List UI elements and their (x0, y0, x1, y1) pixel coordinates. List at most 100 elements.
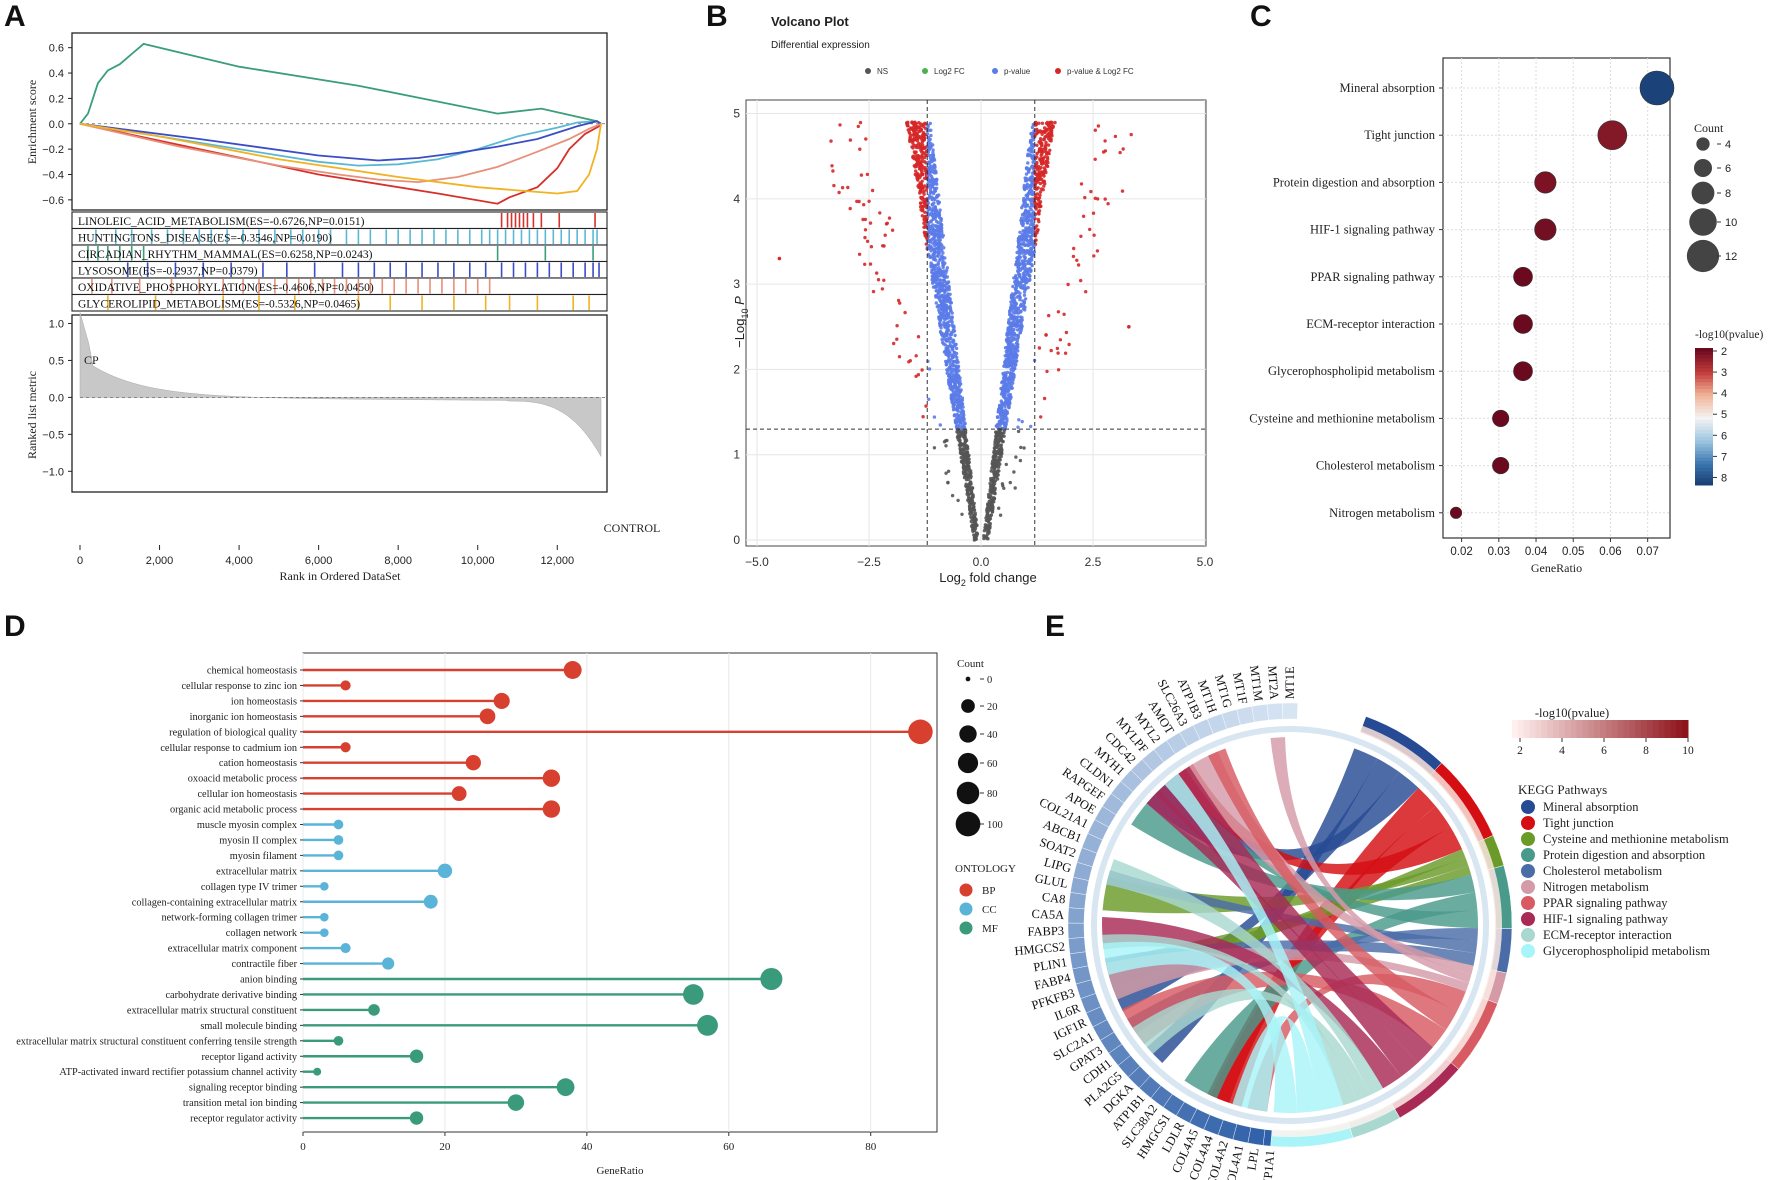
volcano-point (1034, 207, 1038, 211)
volcano-point (1030, 232, 1035, 237)
volcano-point (948, 351, 952, 355)
kegg-chord-panel: CYP1A1LPLCOL4A1COL4A2COL4A4COL4A5LDLRHMG… (1014, 664, 1729, 1180)
colorbar-segment (1695, 406, 1713, 411)
volcano-point (1023, 273, 1028, 277)
volcano-point (992, 472, 997, 476)
pathway-inner-band (1445, 997, 1489, 1063)
volcano-point (1005, 333, 1009, 337)
volcano-point (955, 424, 959, 428)
volcano-point (924, 404, 928, 408)
volcano-point (951, 355, 955, 360)
colorbar-segment (1695, 461, 1713, 465)
colorbar-segment (1695, 426, 1713, 431)
volcano-point (993, 465, 997, 470)
chord-colorbar-segment (1658, 720, 1666, 738)
gsea-panel: 0.6 0.4 0.2 0.0 −0.2 −0.4 −0.6 Enrichment score… (25, 32, 660, 583)
volcano-point (958, 451, 963, 455)
volcano-point (967, 457, 971, 461)
volcano-point (919, 160, 923, 164)
volcano-point (1081, 214, 1086, 218)
volcano-point (1014, 347, 1019, 351)
volcano-point (989, 499, 994, 503)
volcano-point (910, 121, 914, 125)
volcano-point (948, 306, 953, 310)
volcano-point (1030, 239, 1034, 243)
volcano-point (920, 179, 924, 183)
volcano-point (1093, 196, 1098, 200)
chord-colorbar-segment (1558, 720, 1566, 738)
volcano-point (1040, 121, 1045, 126)
volcano-point (1003, 383, 1007, 387)
volcano-point (936, 220, 940, 225)
count-legend-label: 40 (987, 730, 998, 741)
volcano-point (988, 514, 993, 518)
volcano-point (998, 421, 1002, 426)
volcano-point (950, 346, 955, 350)
volcano-point (1013, 275, 1018, 279)
category-label: ion homeostasis (231, 696, 297, 707)
category-label: extracellular matrix structural constitu… (16, 1036, 298, 1047)
size-legend-dot (1691, 181, 1715, 205)
volcano-point (1016, 259, 1020, 263)
volcano-point (929, 144, 933, 149)
volcano-point (1120, 189, 1125, 193)
chord-colorbar-segment (1664, 720, 1671, 738)
category-label: Cysteine and methionine metabolism (1249, 411, 1435, 425)
volcano-point (914, 354, 918, 358)
volcano-point (897, 355, 902, 359)
volcano-point (943, 261, 947, 265)
x-tick-label: 8,000 (384, 555, 412, 567)
volcano-point (957, 394, 961, 398)
volcano-point (1035, 143, 1039, 147)
volcano-point (920, 214, 925, 218)
volcano-point (1067, 342, 1071, 347)
volcano-point (858, 147, 862, 151)
volcano-point (949, 332, 953, 336)
volcano-point (993, 457, 997, 461)
volcano-point (1044, 333, 1048, 337)
chord-colorbar-segment (1517, 720, 1525, 738)
volcano-point (970, 495, 974, 500)
kegg-dot (1513, 361, 1533, 382)
volcano-point (998, 430, 1002, 434)
es-curve (79, 120, 602, 162)
volcano-point (1001, 417, 1006, 421)
volcano-point (1037, 202, 1042, 206)
volcano-point (1036, 131, 1040, 135)
volcano-point (1048, 148, 1052, 152)
lollipop-head (493, 692, 510, 709)
volcano-point (926, 359, 930, 363)
x-axis-title: GeneRatio (1531, 561, 1582, 575)
volcano-point (952, 339, 956, 343)
volcano-point (999, 386, 1003, 391)
volcano-point (940, 302, 944, 306)
chord-colorbar-segment (1523, 720, 1531, 738)
x-tick-label: 12,000 (540, 555, 574, 567)
lollipop-head (409, 1049, 424, 1063)
volcano-point (1008, 322, 1012, 326)
volcano-point (999, 413, 1003, 417)
volcano-point (1034, 186, 1038, 190)
count-legend-dot (961, 699, 975, 713)
category-label: network-forming collagen trimer (161, 913, 297, 924)
gene-label: MT1E (1283, 666, 1297, 699)
volcano-point (1079, 182, 1084, 186)
volcano-point (918, 189, 923, 193)
es-curve (79, 42, 602, 125)
volcano-point (863, 262, 867, 266)
y-tick-label: −0.2 (42, 144, 64, 156)
volcano-point (1030, 125, 1035, 130)
volcano-point (1007, 383, 1011, 388)
volcano-point (1046, 164, 1050, 169)
volcano-point (917, 167, 922, 171)
volcano-point (1029, 212, 1034, 216)
volcano-point (950, 311, 954, 315)
count-legend-title: Count (957, 658, 984, 670)
volcano-point (1042, 130, 1046, 134)
volcano-point (950, 315, 954, 320)
y-tick-label: 5 (733, 107, 740, 121)
volcano-point (1044, 170, 1048, 175)
colorbar-segment (1695, 368, 1713, 373)
go-lollipop-panel: chemical homeostasis cellular response to… (16, 652, 1016, 1177)
volcano-point (931, 252, 935, 257)
